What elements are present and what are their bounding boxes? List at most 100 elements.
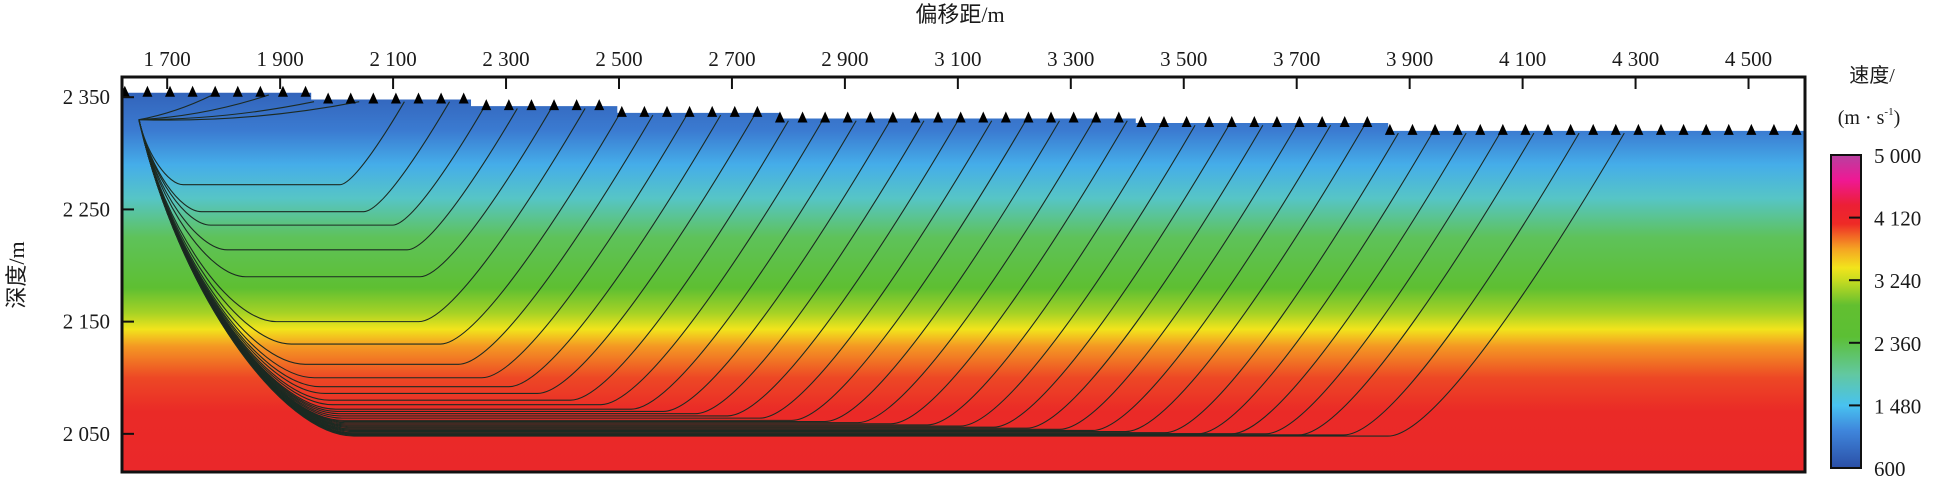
receiver-triangle-icon <box>436 92 447 104</box>
receiver-triangle-icon <box>1565 123 1576 135</box>
y-tick-label: 2 250 <box>63 197 110 221</box>
receiver-triangle-icon <box>1701 123 1712 135</box>
receiver-triangle-icon <box>165 85 176 97</box>
receiver-triangle-icon <box>232 85 243 97</box>
receiver-triangle-icon <box>1046 111 1057 123</box>
ray-path <box>138 108 484 226</box>
receiver-triangle-icon <box>797 111 808 123</box>
ray-path <box>138 114 654 365</box>
y-tick-label: 2 150 <box>63 310 110 334</box>
receiver-triangle-icon <box>1249 116 1260 128</box>
receiver-triangle-icon <box>1294 116 1305 128</box>
x-tick-label: 2 900 <box>821 47 868 71</box>
receiver-triangle-icon <box>187 85 198 97</box>
ray-path <box>138 101 360 121</box>
receiver-triangle-icon <box>413 92 424 104</box>
x-axis: 1 700 1 900 2 100 2 300 2 500 2 700 2 900 3 100… <box>144 47 1772 89</box>
receiver-triangle-icon <box>639 105 650 117</box>
receiver-triangle-icon <box>323 92 334 104</box>
ray-path <box>138 108 518 251</box>
receiver-triangle-icon <box>729 105 740 117</box>
x-tick-label: 1 700 <box>144 47 191 71</box>
receiver-triangle-icon <box>1158 116 1169 128</box>
receivers <box>122 85 1802 135</box>
receiver-triangle-icon <box>122 85 130 97</box>
receiver-triangle-icon <box>210 85 221 97</box>
x-tick-label: 3 100 <box>934 47 981 71</box>
receiver-triangle-icon <box>616 105 627 117</box>
receiver-triangle-icon <box>1452 123 1463 135</box>
receiver-triangle-icon <box>458 92 469 104</box>
receiver-triangle-icon <box>1384 123 1395 135</box>
receiver-triangle-icon <box>661 105 672 117</box>
colorbar-tick-label: 4 120 <box>1874 207 1921 231</box>
colorbar-tick-label: 2 360 <box>1874 332 1921 356</box>
receiver-triangle-icon <box>1204 116 1215 128</box>
receiver-triangle-icon <box>1633 123 1644 135</box>
receiver-triangle-icon <box>842 111 853 123</box>
receiver-triangle-icon <box>1520 123 1531 135</box>
y-axis: 2 350 2 250 2 150 2 050 <box>63 85 134 446</box>
receiver-triangle-icon <box>594 99 605 111</box>
receiver-triangle-icon <box>684 105 695 117</box>
x-tick-label: 1 900 <box>257 47 304 71</box>
receiver-triangle-icon <box>933 111 944 123</box>
x-tick-label: 3 500 <box>1160 47 1207 71</box>
x-tick-label: 4 500 <box>1725 47 1772 71</box>
receiver-triangle-icon <box>142 85 153 97</box>
receiver-triangle-icon <box>1000 111 1011 123</box>
ray-path <box>138 114 688 379</box>
receiver-triangle-icon <box>571 99 582 111</box>
colorbar-scale <box>1830 154 1862 469</box>
receiver-triangle-icon <box>368 92 379 104</box>
receiver-triangle-icon <box>1746 123 1757 135</box>
receiver-triangle-icon <box>1475 123 1486 135</box>
x-tick-label: 3 300 <box>1047 47 1094 71</box>
above-surface-mask <box>122 77 1805 131</box>
receiver-triangle-icon <box>887 111 898 123</box>
receiver-triangle-icon <box>1678 123 1689 135</box>
ray-path <box>138 101 451 213</box>
x-tick-label: 3 900 <box>1386 47 1433 71</box>
receiver-triangle-icon <box>1723 123 1734 135</box>
receiver-triangle-icon <box>481 99 492 111</box>
receiver-triangle-icon <box>1588 123 1599 135</box>
ray-path <box>138 114 620 345</box>
receiver-triangle-icon <box>1113 111 1124 123</box>
ray-paths <box>138 94 1625 437</box>
colorbar-tick-label: 3 240 <box>1874 269 1921 293</box>
ray-path <box>138 101 405 186</box>
receiver-triangle-icon <box>752 105 763 117</box>
colorbar-tick-label: 1 480 <box>1874 394 1921 418</box>
receiver-triangle-icon <box>1430 123 1441 135</box>
receiver-triangle-icon <box>1655 123 1666 135</box>
y-tick-label: 2 350 <box>63 85 110 109</box>
receiver-triangle-icon <box>1791 123 1802 135</box>
ray-path <box>138 101 315 121</box>
receiver-triangle-icon <box>1543 123 1554 135</box>
receiver-triangle-icon <box>865 111 876 123</box>
receiver-triangle-icon <box>1610 123 1621 135</box>
receiver-triangle-icon <box>277 85 288 97</box>
receiver-triangle-icon <box>1362 116 1373 128</box>
receiver-triangle-icon <box>1226 116 1237 128</box>
y-tick-label: 2 050 <box>63 422 110 446</box>
receiver-triangle-icon <box>1023 111 1034 123</box>
x-tick-label: 2 500 <box>595 47 642 71</box>
x-tick-label: 3 700 <box>1273 47 1320 71</box>
receiver-triangle-icon <box>390 92 401 104</box>
colorbar-unit: (m · s-1) <box>1838 106 1901 129</box>
receiver-triangle-icon <box>503 99 514 111</box>
receiver-triangle-icon <box>1136 116 1147 128</box>
receiver-triangle-icon <box>707 105 718 117</box>
x-tick-label: 4 100 <box>1499 47 1546 71</box>
x-axis-label: 偏移距/m <box>915 2 1004 27</box>
receiver-triangle-icon <box>549 99 560 111</box>
receiver-triangle-icon <box>1181 116 1192 128</box>
x-tick-label: 2 100 <box>369 47 416 71</box>
colorbar-title: 速度/ <box>1849 64 1895 87</box>
ray-path <box>138 119 1625 437</box>
receiver-triangle-icon <box>978 111 989 123</box>
receiver-triangle-icon <box>774 111 785 123</box>
